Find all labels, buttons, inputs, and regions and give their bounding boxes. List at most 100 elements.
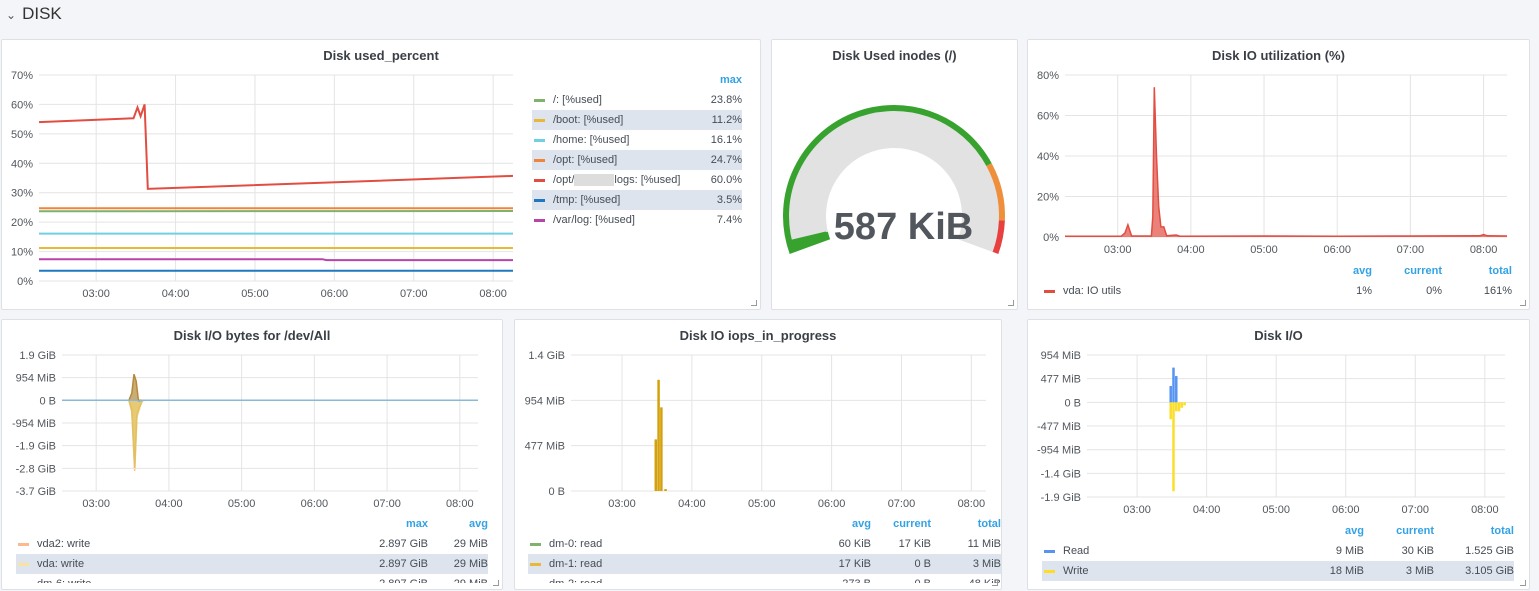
legend-column-avg[interactable]: avg bbox=[469, 518, 488, 530]
resize-handle[interactable] bbox=[751, 300, 757, 306]
legend-swatch-icon[interactable] bbox=[530, 542, 541, 546]
legend-item[interactable]: Read 9 MiB 30 KiB 1.525 GiB bbox=[1042, 541, 1514, 561]
legend-item[interactable]: vda: write 2.897 GiB 29 MiB bbox=[16, 554, 488, 574]
legend-series-name[interactable]: /opt: [%used] bbox=[553, 154, 618, 166]
legend-item[interactable]: dm-2: read273 B0 B48 KiB bbox=[528, 574, 1001, 583]
panel-disk-io: Disk I/O 954 MiB 477 MiB 0 B -477 MiB -954 M… bbox=[1027, 319, 1530, 590]
legend-swatch-icon[interactable] bbox=[530, 582, 541, 583]
legend-column-avg[interactable]: avg bbox=[852, 518, 871, 530]
panel-title[interactable]: Disk I/O bbox=[1254, 328, 1303, 343]
legend-series-name[interactable]: dm-0: read bbox=[549, 538, 603, 550]
legend-column-total[interactable]: total bbox=[1488, 265, 1512, 277]
resize-handle[interactable] bbox=[992, 580, 998, 586]
legend-series-name[interactable]: /: [%used] bbox=[553, 94, 602, 106]
legend-value: 29 MiB bbox=[453, 538, 488, 550]
legend-item[interactable]: /var/log: [%used] 7.4% bbox=[532, 210, 742, 230]
legend-series-name[interactable]: vda: IO utils bbox=[1063, 285, 1122, 297]
y-tick-label: 70% bbox=[11, 70, 33, 82]
legend-column-total[interactable]: total bbox=[1490, 525, 1514, 537]
x-tick-label: 08:00 bbox=[958, 498, 986, 510]
legend-swatch-icon[interactable] bbox=[534, 178, 545, 182]
gauge-value: 587 KiB bbox=[833, 206, 974, 248]
legend-item[interactable]: /opt/logs: [%used] 60.0% bbox=[532, 170, 742, 190]
panel-disk-iops-in-progress: Disk IO iops_in_progress 0 B 477 MiB 954 M… bbox=[514, 319, 1002, 590]
legend-swatch-icon[interactable] bbox=[534, 138, 545, 142]
resize-handle[interactable] bbox=[1520, 300, 1526, 306]
legend-swatch-icon[interactable] bbox=[534, 98, 545, 102]
panel-disk-io-bytes: Disk I/O bytes for /dev/All 1.9 GiB 954 M… bbox=[1, 319, 503, 590]
legend-item[interactable]: /opt: [%used] 24.7% bbox=[532, 150, 742, 170]
legend-series-name[interactable]: /var/log: [%used] bbox=[553, 214, 635, 226]
legend-swatch-icon[interactable] bbox=[534, 158, 545, 162]
legend-swatch-icon[interactable] bbox=[18, 562, 29, 566]
legend-column-avg[interactable]: avg bbox=[1353, 265, 1372, 277]
legend-value: 30 KiB bbox=[1401, 545, 1434, 557]
series-opt-logs-used bbox=[38, 104, 514, 190]
resize-handle[interactable] bbox=[493, 580, 499, 586]
gauge-threshold-band bbox=[992, 220, 1005, 254]
legend-series-name[interactable]: Read bbox=[1063, 545, 1090, 557]
legend-column-current[interactable]: current bbox=[1404, 265, 1442, 277]
legend-swatch-icon[interactable] bbox=[1044, 569, 1055, 573]
legend-series-name[interactable]: dm-6: write bbox=[37, 578, 338, 583]
legend-swatch-icon[interactable] bbox=[534, 198, 545, 202]
y-tick-label: 1.4 GiB bbox=[528, 350, 565, 362]
legend-value: 24.7% bbox=[710, 154, 742, 166]
legend-column-current[interactable]: current bbox=[1396, 525, 1434, 537]
legend-column-current[interactable]: current bbox=[893, 518, 931, 530]
legend-item[interactable]: dm-0: read 60 KiB 17 KiB 11 MiB bbox=[528, 534, 1001, 554]
legend-column-total[interactable]: total bbox=[977, 518, 1001, 530]
x-tick-label: 05:00 bbox=[241, 288, 269, 300]
legend-series-name[interactable]: vda: write bbox=[37, 558, 85, 570]
legend-item[interactable]: Write 18 MiB 3 MiB 3.105 GiB bbox=[1042, 561, 1514, 581]
legend-swatch-icon[interactable] bbox=[1044, 549, 1055, 553]
legend-item[interactable]: dm-1: read 17 KiB 0 B 3 MiB bbox=[528, 554, 1001, 574]
legend-swatch-icon[interactable] bbox=[18, 582, 29, 583]
redacted-block bbox=[574, 174, 615, 187]
resize-handle[interactable] bbox=[1520, 580, 1526, 586]
legend-column-max[interactable]: max bbox=[405, 518, 428, 530]
legend-header: avg current total bbox=[1042, 521, 1514, 541]
legend-series-name[interactable]: /tmp: [%used] bbox=[553, 194, 621, 206]
row-header-disk[interactable]: ⌄ DISK bbox=[6, 3, 62, 25]
y-tick-label: 60% bbox=[1037, 111, 1059, 123]
legend-swatch-icon[interactable] bbox=[530, 562, 541, 566]
panel-title[interactable]: Disk IO utilization (%) bbox=[1212, 48, 1345, 63]
y-tick-label: 30% bbox=[11, 188, 33, 200]
legend-series-name[interactable]: dm-2: read bbox=[549, 578, 811, 583]
legend-series-name[interactable]: /boot: [%used] bbox=[553, 114, 624, 126]
legend-item[interactable]: /boot: [%used] 11.2% bbox=[532, 110, 742, 130]
legend-column-avg[interactable]: avg bbox=[1345, 525, 1364, 537]
gauge-threshold-band bbox=[783, 105, 992, 254]
legend-series-name[interactable]: dm-1: read bbox=[549, 558, 603, 570]
legend-item[interactable]: /home: [%used] 16.1% bbox=[532, 130, 742, 150]
legend-series-name[interactable]: /home: [%used] bbox=[553, 134, 630, 146]
legend-item[interactable]: vda2: write 2.897 GiB 29 MiB bbox=[16, 534, 488, 554]
legend-swatch-icon[interactable] bbox=[18, 542, 29, 546]
legend-series-name[interactable]: /opt/logs: [%used] bbox=[553, 173, 692, 187]
legend-column-max[interactable]: max bbox=[719, 74, 742, 86]
x-tick-label: 03:00 bbox=[82, 288, 110, 300]
legend-item[interactable]: /tmp: [%used] 3.5% bbox=[532, 190, 742, 210]
series-dm-6-write bbox=[62, 399, 478, 469]
legend-item[interactable]: /: [%used] 23.8% bbox=[532, 90, 742, 110]
panel-title[interactable]: Disk Used inodes (/) bbox=[832, 48, 957, 63]
series-name-prefix: /opt/ bbox=[553, 173, 575, 186]
legend-series-name[interactable]: Write bbox=[1063, 565, 1089, 577]
chevron-down-icon[interactable]: ⌄ bbox=[6, 8, 17, 22]
legend-value: 17 KiB bbox=[898, 538, 931, 550]
legend-swatch-icon[interactable] bbox=[534, 218, 545, 222]
panel-title[interactable]: Disk used_percent bbox=[323, 48, 439, 63]
y-tick-label: 20% bbox=[11, 217, 33, 229]
legend-series-name[interactable]: vda2: write bbox=[37, 538, 91, 550]
y-tick-label: 0% bbox=[17, 276, 33, 288]
bar bbox=[657, 379, 660, 491]
legend-swatch-icon[interactable] bbox=[534, 118, 545, 122]
resize-handle[interactable] bbox=[1008, 300, 1014, 306]
legend-item[interactable]: vda: IO utils 1% 0% 161% bbox=[1042, 281, 1512, 301]
panel-title[interactable]: Disk IO iops_in_progress bbox=[679, 328, 837, 343]
panel-title[interactable]: Disk I/O bytes for /dev/All bbox=[173, 328, 331, 343]
legend: max /: [%used] 23.8% /boot: [%used] 11.2% /ho… bbox=[532, 70, 742, 270]
legend-swatch-icon[interactable] bbox=[1044, 289, 1055, 293]
